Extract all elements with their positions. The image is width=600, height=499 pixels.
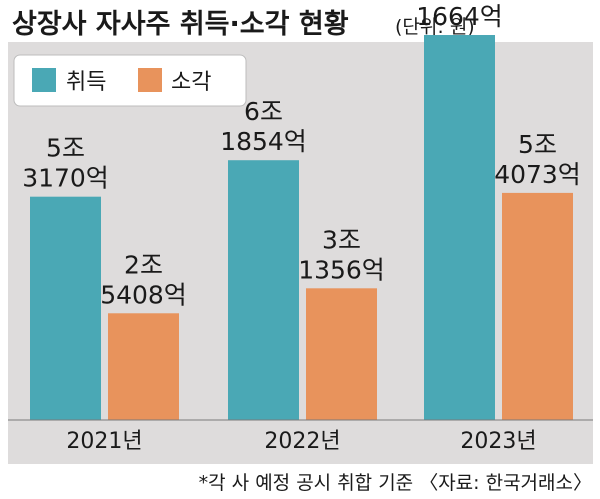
data-label-acquisition-1-1: 1854억	[220, 127, 307, 156]
data-label-retirement-0-1: 5408억	[100, 280, 187, 309]
bar-retirement-0	[108, 313, 179, 420]
bar-retirement-1	[306, 288, 377, 420]
data-label-retirement-0-0: 2조	[124, 250, 163, 279]
data-label-acquisition-0-1: 3170억	[22, 164, 109, 193]
plot-background	[8, 42, 593, 464]
bar-acquisition-2	[424, 35, 495, 420]
legend-label-retirement: 소각	[171, 70, 211, 95]
x-tick-label-0: 2021년	[66, 429, 142, 454]
x-tick-labels: 2021년 2022년 2023년	[66, 429, 536, 454]
legend-swatch-acquisition	[32, 68, 56, 92]
data-label-acquisition-1-0: 6조	[244, 97, 283, 126]
data-label-retirement-1-0: 3조	[322, 225, 361, 254]
data-label-acquisition-2-1: 1664억	[416, 2, 503, 31]
data-label-acquisition-0-0: 5조	[46, 134, 85, 163]
legend: 취득 소각	[13, 54, 247, 107]
footnote: *각 사 예정 공시 취합 기준 〈자료: 한국거래소〉	[199, 472, 592, 494]
unit-note: (단위: 원)	[395, 16, 475, 38]
x-tick-label-1: 2022년	[264, 429, 340, 454]
bar-acquisition-1	[228, 160, 299, 420]
data-label-retirement-2-1: 4073억	[494, 160, 581, 189]
data-label-retirement-1-1: 1356억	[298, 255, 385, 284]
bar-acquisition-0	[30, 196, 101, 420]
x-tick-label-2: 2023년	[460, 429, 536, 454]
legend-box	[13, 54, 247, 107]
bar-retirement-2	[502, 192, 573, 420]
legend-label-acquisition: 취득	[66, 70, 106, 95]
legend-swatch-retirement	[138, 68, 162, 92]
chart-title: 상장사 자사주 취득·소각 현황	[12, 9, 349, 40]
data-label-retirement-2-0: 5조	[518, 130, 557, 159]
data-label-acquisition-2-0: 9조	[440, 0, 479, 1]
bars-layer: 5조3170억2조5408억6조1854억3조1356억9조1664억5조407…	[22, 0, 581, 420]
